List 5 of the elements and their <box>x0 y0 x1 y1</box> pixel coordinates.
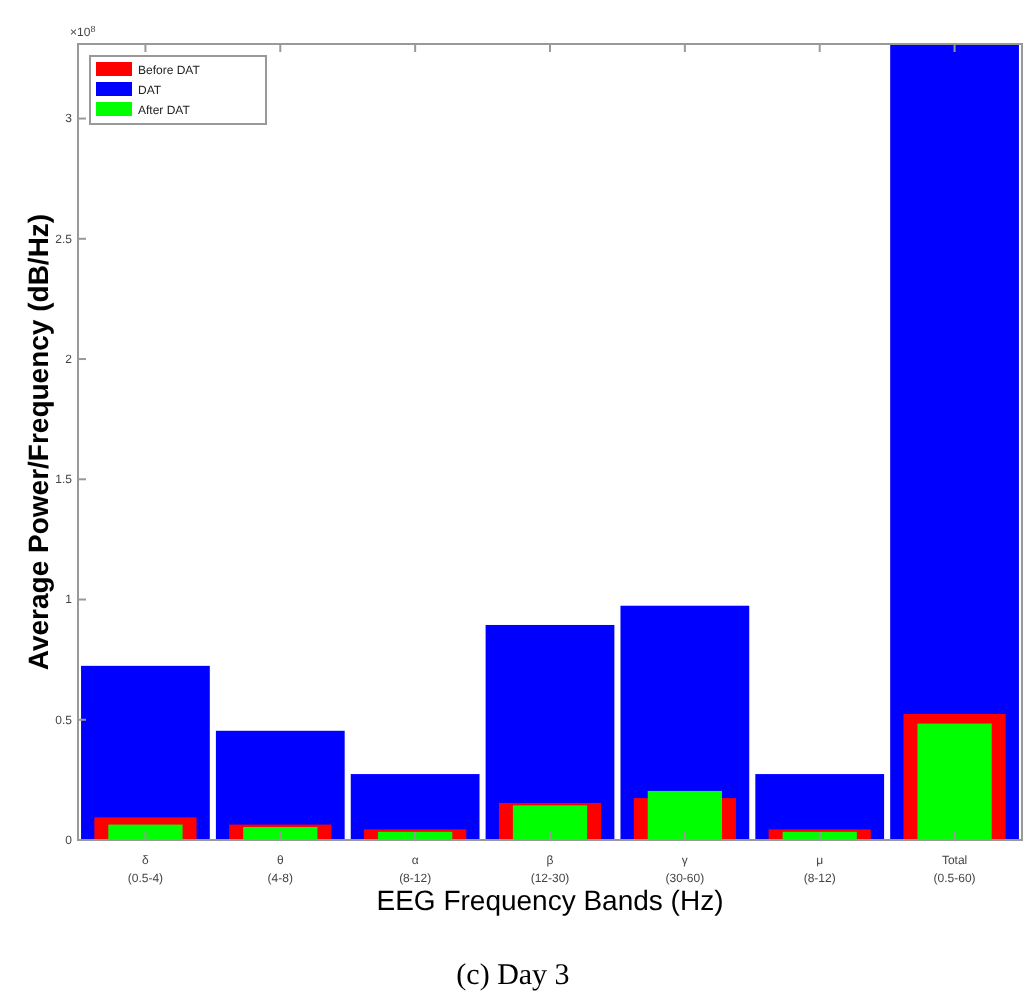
y-axis-title: Average Power/Frequency (dB/Hz) <box>22 213 54 671</box>
text: (c) Day 3 <box>456 960 570 992</box>
x-axis-title: EEG Frequency Bands (Hz) <box>376 884 724 916</box>
bar <box>647 790 722 840</box>
bar <box>81 665 210 840</box>
